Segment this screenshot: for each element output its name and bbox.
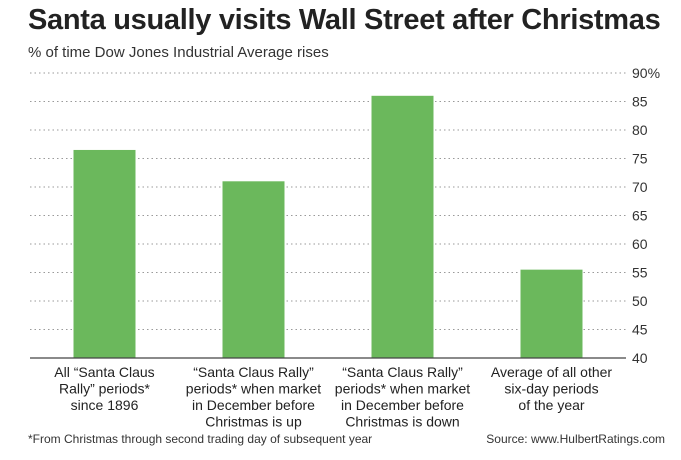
- y-tick-label: 80: [632, 122, 648, 138]
- y-tick-label: 50: [632, 293, 648, 309]
- bar: [520, 269, 583, 358]
- x-category-label: “Santa Claus Rally” periods* when market i…: [335, 364, 471, 430]
- y-tick-label: 65: [632, 208, 648, 224]
- x-category-label: All “Santa Claus Rally” periods* since 189…: [54, 364, 154, 413]
- y-tick-label: 85: [632, 94, 648, 110]
- chart-title: Santa usually visits Wall Street after C…: [28, 4, 661, 36]
- y-tick-label: 55: [632, 265, 648, 281]
- bar: [222, 181, 285, 358]
- footnote: *From Christmas through second trading d…: [28, 432, 373, 446]
- y-tick-label: 60: [632, 236, 648, 252]
- bar: [371, 95, 434, 359]
- y-tick-label: 70: [632, 179, 648, 195]
- y-tick-label: 75: [632, 151, 648, 167]
- chart-subtitle: % of time Dow Jones Industrial Average r…: [28, 44, 329, 61]
- y-tick-label: 90%: [632, 65, 660, 81]
- y-tick-label: 45: [632, 322, 648, 338]
- x-category-label: Average of all other six-day periods of th…: [491, 364, 612, 413]
- source-credit: Source: www.HulbertRatings.com: [486, 432, 665, 446]
- bar: [73, 149, 136, 358]
- y-tick-label: 40: [632, 350, 648, 366]
- bar-chart: 90% 85 80 75 70 65 60 55 50 45 40 All “Santa Claus R…: [30, 65, 660, 430]
- x-category-label: “Santa Claus Rally” periods* when market i…: [186, 364, 322, 430]
